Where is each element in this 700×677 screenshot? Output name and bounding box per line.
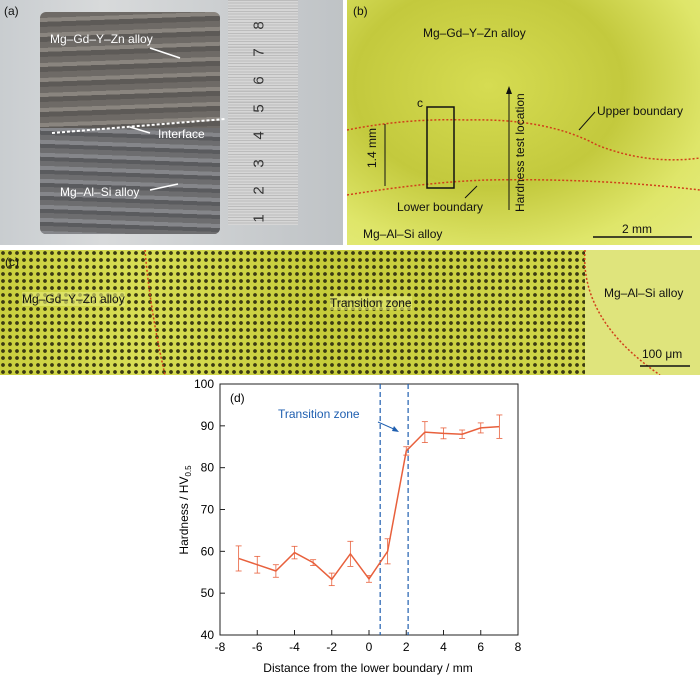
x-tick-label: -2 — [326, 640, 337, 654]
ruler-label: 3 — [250, 159, 268, 168]
ruler — [228, 0, 298, 225]
panel-a-overlay — [51, 47, 226, 191]
ruler-label: 1 — [250, 214, 268, 223]
annotation: c — [417, 96, 423, 110]
y-label-sub: 0.5 — [184, 465, 193, 477]
y-tick-label: 90 — [201, 419, 215, 433]
interface-line — [51, 118, 226, 134]
ruler-label: 2 — [250, 186, 268, 196]
y-label-main: Hardness / HV — [177, 477, 191, 555]
scale-bar-label: 100 μm — [642, 347, 683, 361]
x-tick-label: 6 — [477, 640, 484, 654]
error-bar — [347, 540, 354, 567]
x-axis-label: Distance from the lower boundary / mm — [263, 661, 472, 675]
error-bar — [328, 572, 335, 587]
annotation: Lower boundary — [397, 200, 484, 214]
x-tick-label: 2 — [403, 640, 410, 654]
arrow — [129, 126, 151, 134]
data-line — [238, 425, 500, 581]
error-bar — [440, 427, 447, 440]
ruler-label: 6 — [250, 76, 268, 85]
panel-label: (a) — [4, 4, 19, 18]
error-bar — [254, 555, 261, 574]
panel-b: (b) Mg–Gd–Y–Zn alloy c 1.4 mm Hardness t… — [347, 0, 700, 245]
error-bar — [403, 446, 410, 456]
annotation: Transition zone — [278, 407, 360, 421]
panel-c-overlay — [144, 250, 690, 375]
error-bar — [235, 545, 242, 572]
ruler-label: 7 — [250, 48, 268, 58]
error-bar — [310, 559, 317, 566]
annotation: Mg–Gd–Y–Zn alloy — [50, 32, 153, 46]
error-bar — [291, 545, 298, 560]
y-tick-label: 40 — [201, 628, 215, 642]
panel-a: (a) Mg–Gd–Y–Zn alloy Interface Mg–Al–Si … — [0, 0, 343, 245]
panel-label: (d) — [230, 391, 245, 405]
error-bar — [421, 421, 428, 443]
plot-frame — [219, 383, 519, 636]
x-tick-label: 4 — [440, 640, 447, 654]
error-bar — [384, 538, 391, 565]
chart: (d) Distance from the lower boundary / m… — [177, 378, 522, 675]
panel-b-overlay — [347, 86, 700, 238]
arrow — [149, 183, 179, 191]
error-bar — [477, 422, 484, 434]
annotation: Mg–Al–Si alloy — [363, 227, 443, 241]
error-bar — [366, 575, 372, 583]
annotation: Upper boundary — [597, 104, 684, 118]
arrow — [149, 47, 181, 59]
scale-bar-label: 2 mm — [622, 222, 652, 236]
ruler-label: 4 — [250, 131, 268, 140]
annotation: Mg–Al–Si alloy — [604, 286, 684, 300]
x-tick-label: -8 — [215, 640, 226, 654]
region — [585, 250, 700, 375]
panel-label: (c) — [5, 255, 19, 269]
y-tick-label: 60 — [201, 544, 215, 558]
x-tick-label: -6 — [252, 640, 263, 654]
x-tick-label: 8 — [515, 640, 522, 654]
y-tick-label: 80 — [201, 461, 215, 475]
panel-c: (c) Mg–Gd–Y–Zn alloy Transition zone Mg–… — [0, 250, 700, 375]
error-bar — [272, 564, 279, 578]
ruler-label: 5 — [250, 103, 268, 113]
y-tick-label: 70 — [201, 503, 215, 517]
panel-label: (b) — [353, 4, 368, 18]
error-bar — [459, 429, 466, 439]
annotation: Mg–Gd–Y–Zn alloy — [423, 26, 526, 40]
y-axis-label: Hardness / HV0.5 — [177, 465, 193, 555]
annotation: Interface — [158, 127, 205, 141]
error-bar — [496, 414, 503, 439]
y-tick-label: 50 — [201, 586, 215, 600]
sample-lower — [40, 128, 220, 234]
arrow-head — [392, 426, 399, 432]
annotation: Transition zone — [330, 296, 412, 310]
annotation: Hardness test location — [513, 93, 527, 212]
ruler-label: 8 — [250, 21, 268, 30]
x-tick-label: -4 — [289, 640, 300, 654]
annotation: 1.4 mm — [365, 127, 379, 168]
annotation: Mg–Al–Si alloy — [60, 185, 140, 199]
x-tick-label: 0 — [366, 640, 373, 654]
annotation: Mg–Gd–Y–Zn alloy — [22, 292, 125, 306]
y-tick-label: 100 — [194, 378, 214, 391]
